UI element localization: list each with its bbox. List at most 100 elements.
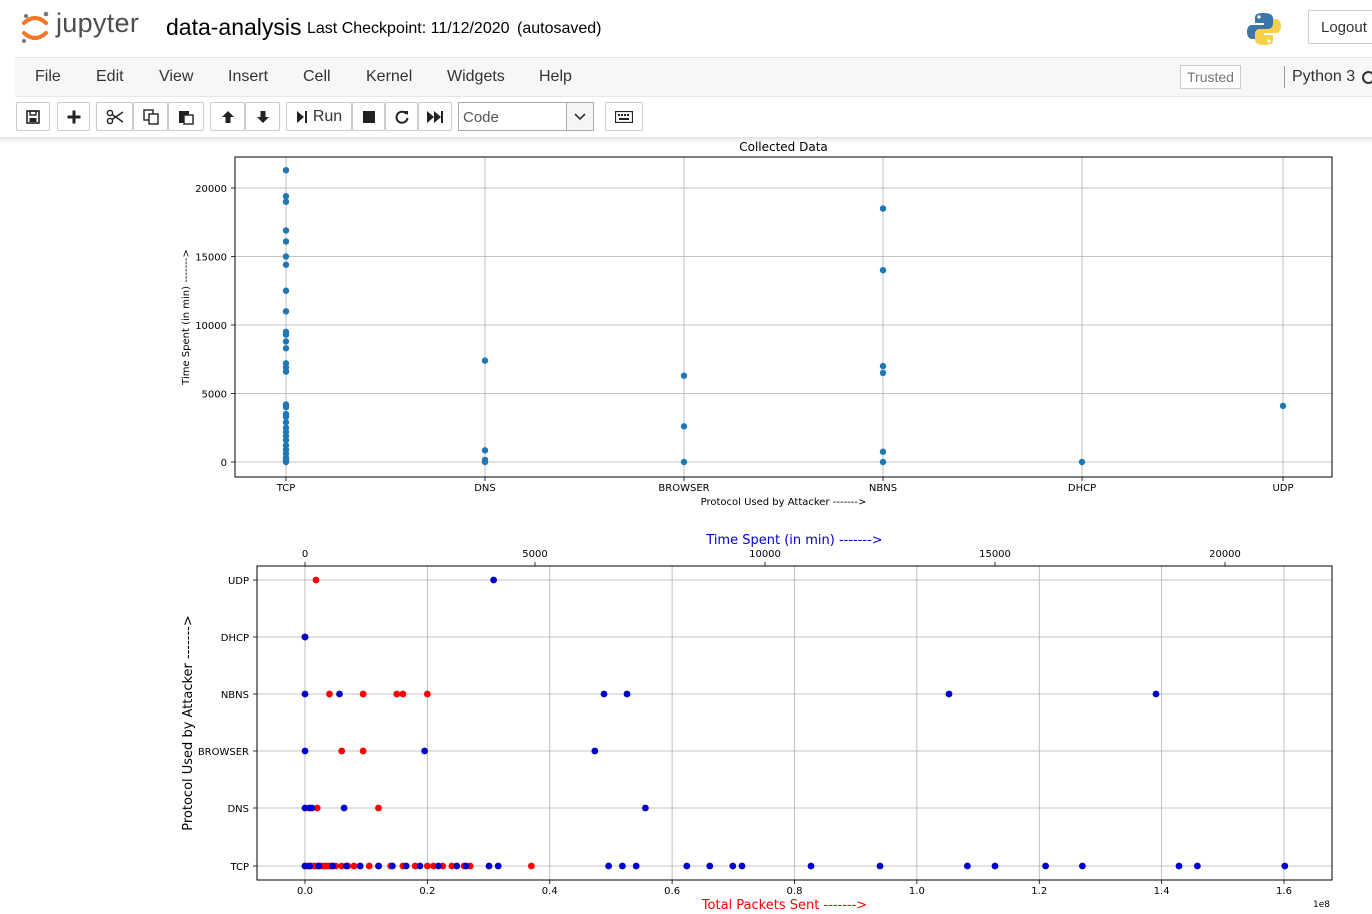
menubar: File Edit View Insert Cell Kernel Widget… <box>15 57 1372 97</box>
chart1-point <box>879 362 887 370</box>
chart1-point <box>282 345 290 352</box>
arrow-up-icon <box>221 110 234 123</box>
run-button[interactable]: Run <box>286 102 352 131</box>
chart2-y-axis-label: Protocol Used by Attacker -------> <box>181 615 196 831</box>
chart1-point <box>282 227 290 234</box>
copy-button[interactable] <box>133 102 168 131</box>
chart2-point-blue <box>706 862 714 870</box>
cut-button[interactable] <box>96 102 133 131</box>
chart1-point <box>879 205 887 212</box>
menu-kernel[interactable]: Kernel <box>366 68 413 85</box>
chart1-y-tick-label: 0 <box>221 458 227 469</box>
chart1-point <box>282 308 290 315</box>
run-all-button[interactable] <box>418 102 452 131</box>
menu-view[interactable]: View <box>159 68 194 85</box>
fast-forward-icon <box>427 110 443 123</box>
menu-widgets[interactable]: Widgets <box>447 68 505 85</box>
chart1-point <box>282 331 290 338</box>
plus-icon <box>67 110 80 123</box>
chart2-point-blue <box>964 862 971 870</box>
chart1-point <box>1279 402 1287 410</box>
chart2-point-blue <box>375 862 382 870</box>
chart2-point-red <box>399 690 407 698</box>
chart1-y-tick-label: 15000 <box>195 253 227 264</box>
menu-file[interactable]: File <box>35 68 61 85</box>
keyboard-icon <box>615 110 633 123</box>
toolbar-shadow <box>0 137 1372 143</box>
chart2-point-red <box>365 862 373 870</box>
chart2-y-tick-label: TCP <box>229 862 249 873</box>
kernel-separator <box>1284 66 1285 88</box>
chart1-point <box>680 458 688 466</box>
chart2-point-red <box>430 862 437 870</box>
chart1-y-tick-label: 5000 <box>202 390 227 401</box>
chart2-top-tick-label: 10000 <box>749 549 781 560</box>
chart2-point-blue <box>642 804 649 812</box>
chart1-point <box>282 368 290 375</box>
menu-edit[interactable]: Edit <box>96 68 124 85</box>
chevron-down-icon[interactable] <box>566 103 593 130</box>
menu-insert[interactable]: Insert <box>228 68 269 85</box>
chart2-point-blue <box>490 576 497 584</box>
chart2-point-red <box>359 690 367 698</box>
chart2-x-tick-label: 1.6 <box>1276 886 1292 897</box>
chart1-point <box>481 357 489 364</box>
chart1-x-tick-label: UDP <box>1272 483 1293 494</box>
chart1-x-tick-label: DHCP <box>1068 483 1096 494</box>
chart2-x-tick-label: 0.8 <box>787 886 803 897</box>
chart2-x-tick-label: 0.2 <box>419 886 435 897</box>
cell-output: TCP DNS BROWSER NBNS DHCP UDP 0 5000 10000 15000 2… <box>0 137 1372 913</box>
chart2-point-red <box>313 804 321 812</box>
chart1-point <box>879 369 887 377</box>
notebook-title[interactable]: data-analysis <box>166 14 302 40</box>
chart2-point-blue <box>343 862 350 870</box>
chart1-point <box>879 448 887 455</box>
jupyter-logo-icon <box>22 11 49 43</box>
output-plots: TCP DNS BROWSER NBNS DHCP UDP 0 5000 10000 15000 2… <box>181 140 1333 913</box>
insert-cell-button[interactable] <box>57 102 90 131</box>
chart2-x-tick-label: 1.2 <box>1031 886 1047 897</box>
python-logo-icon <box>1246 11 1282 47</box>
chart2-point-blue <box>605 862 612 870</box>
menu-cell[interactable]: Cell <box>303 68 331 85</box>
chart2-point-blue <box>807 862 815 870</box>
paste-icon <box>179 110 194 125</box>
cell-type-value: Code <box>463 109 499 126</box>
logout-button[interactable]: Logout <box>1308 10 1372 44</box>
command-palette-button[interactable] <box>605 102 643 131</box>
chart2-point-blue <box>591 747 599 755</box>
restart-button[interactable] <box>385 102 418 131</box>
chart1-plot-area <box>235 157 1332 477</box>
paste-button[interactable] <box>168 102 204 131</box>
run-label: Run <box>312 107 343 125</box>
chart2-top-tick-label: 15000 <box>979 549 1011 560</box>
chart2-point-blue <box>623 690 631 698</box>
cell-type-select[interactable]: Code <box>458 102 594 131</box>
chart2-point-blue <box>356 862 364 870</box>
move-down-button[interactable] <box>245 102 280 131</box>
chart2-point-red <box>448 862 456 870</box>
menu-help[interactable]: Help <box>539 68 572 85</box>
chart1-point <box>680 423 688 430</box>
trusted-badge[interactable]: Trusted <box>1180 65 1241 89</box>
chart1-frame <box>234 156 1333 478</box>
stop-button[interactable] <box>352 102 385 131</box>
chart2-point-red <box>423 862 431 870</box>
chart2-point-blue <box>494 862 502 870</box>
chart1-point <box>481 458 489 466</box>
copy-icon <box>142 108 159 125</box>
jupyter-logo[interactable] <box>18 10 153 46</box>
chart1-x-tick-label: DNS <box>474 483 496 494</box>
chart2-point-red <box>393 690 401 698</box>
logo-text: jupyter <box>56 8 140 38</box>
chart2-point-blue <box>600 690 608 698</box>
chart1-point <box>282 238 290 245</box>
chart2-y-tick-label: NBNS <box>221 690 249 701</box>
checkpoint-status: Last Checkpoint: 11/12/2020 <box>307 20 510 37</box>
chart1-title: Collected Data <box>739 140 828 154</box>
chart2-point-blue <box>435 862 442 870</box>
chart2-point-red <box>326 690 333 698</box>
move-up-button[interactable] <box>210 102 245 131</box>
chart2-point-red <box>411 862 419 870</box>
save-button[interactable] <box>16 102 50 131</box>
